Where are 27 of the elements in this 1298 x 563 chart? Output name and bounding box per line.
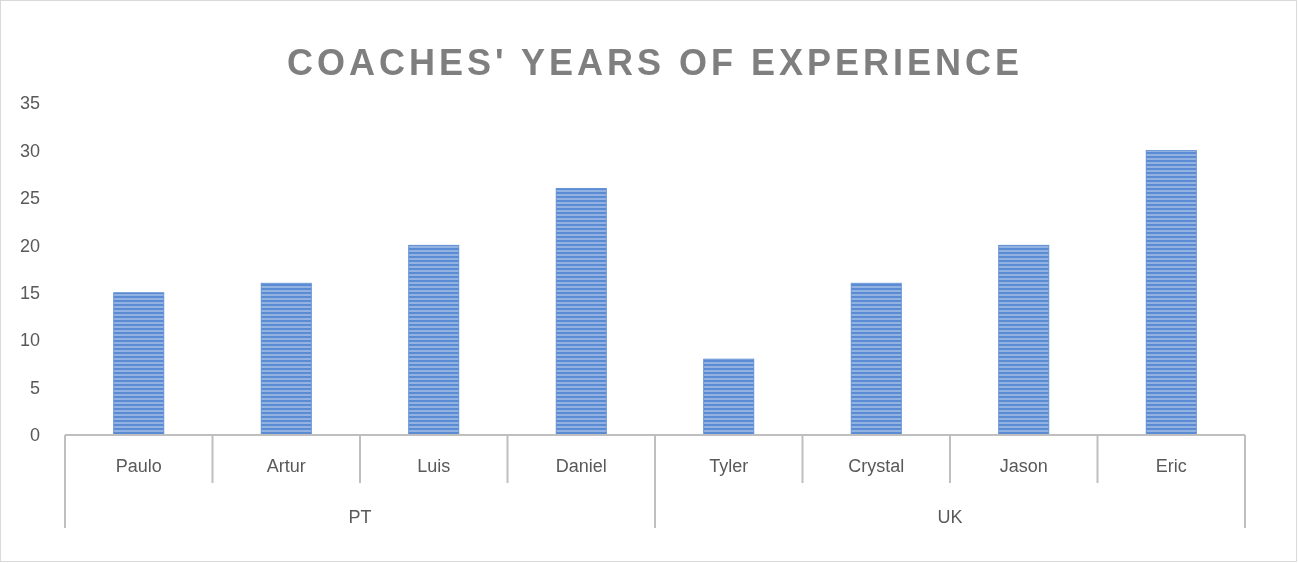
x-tick-label: Paulo [115, 456, 162, 477]
bar [113, 292, 165, 436]
x-tick-label: Crystal [848, 456, 905, 477]
bar [555, 187, 607, 436]
x-tick-label: Daniel [555, 456, 607, 477]
y-tick-label: 30 [19, 140, 40, 161]
y-tick-label: 0 [29, 425, 40, 446]
x-tick-label: Jason [999, 456, 1048, 477]
y-tick-label: 15 [19, 283, 40, 304]
y-tick-label: 5 [29, 377, 40, 398]
y-tick-label: 20 [19, 235, 40, 256]
x-tick-label: Luis [417, 456, 451, 477]
y-tick-label: 10 [19, 330, 40, 351]
bar [998, 244, 1050, 436]
text: UK [937, 507, 963, 528]
bar [408, 244, 460, 436]
bar [850, 282, 902, 436]
x-tick-label: Artur [266, 456, 306, 477]
bar [703, 358, 755, 436]
bar [260, 282, 312, 436]
bar [1145, 150, 1197, 436]
chart-title: COACHES' YEARS OF EXPERIENCE [286, 42, 1024, 83]
y-tick-label: 25 [19, 188, 40, 209]
x-tick-label: Eric [1155, 456, 1187, 477]
x-tick-label: Tyler [709, 456, 749, 477]
text: PT [348, 507, 372, 528]
y-tick-label: 35 [19, 93, 40, 114]
